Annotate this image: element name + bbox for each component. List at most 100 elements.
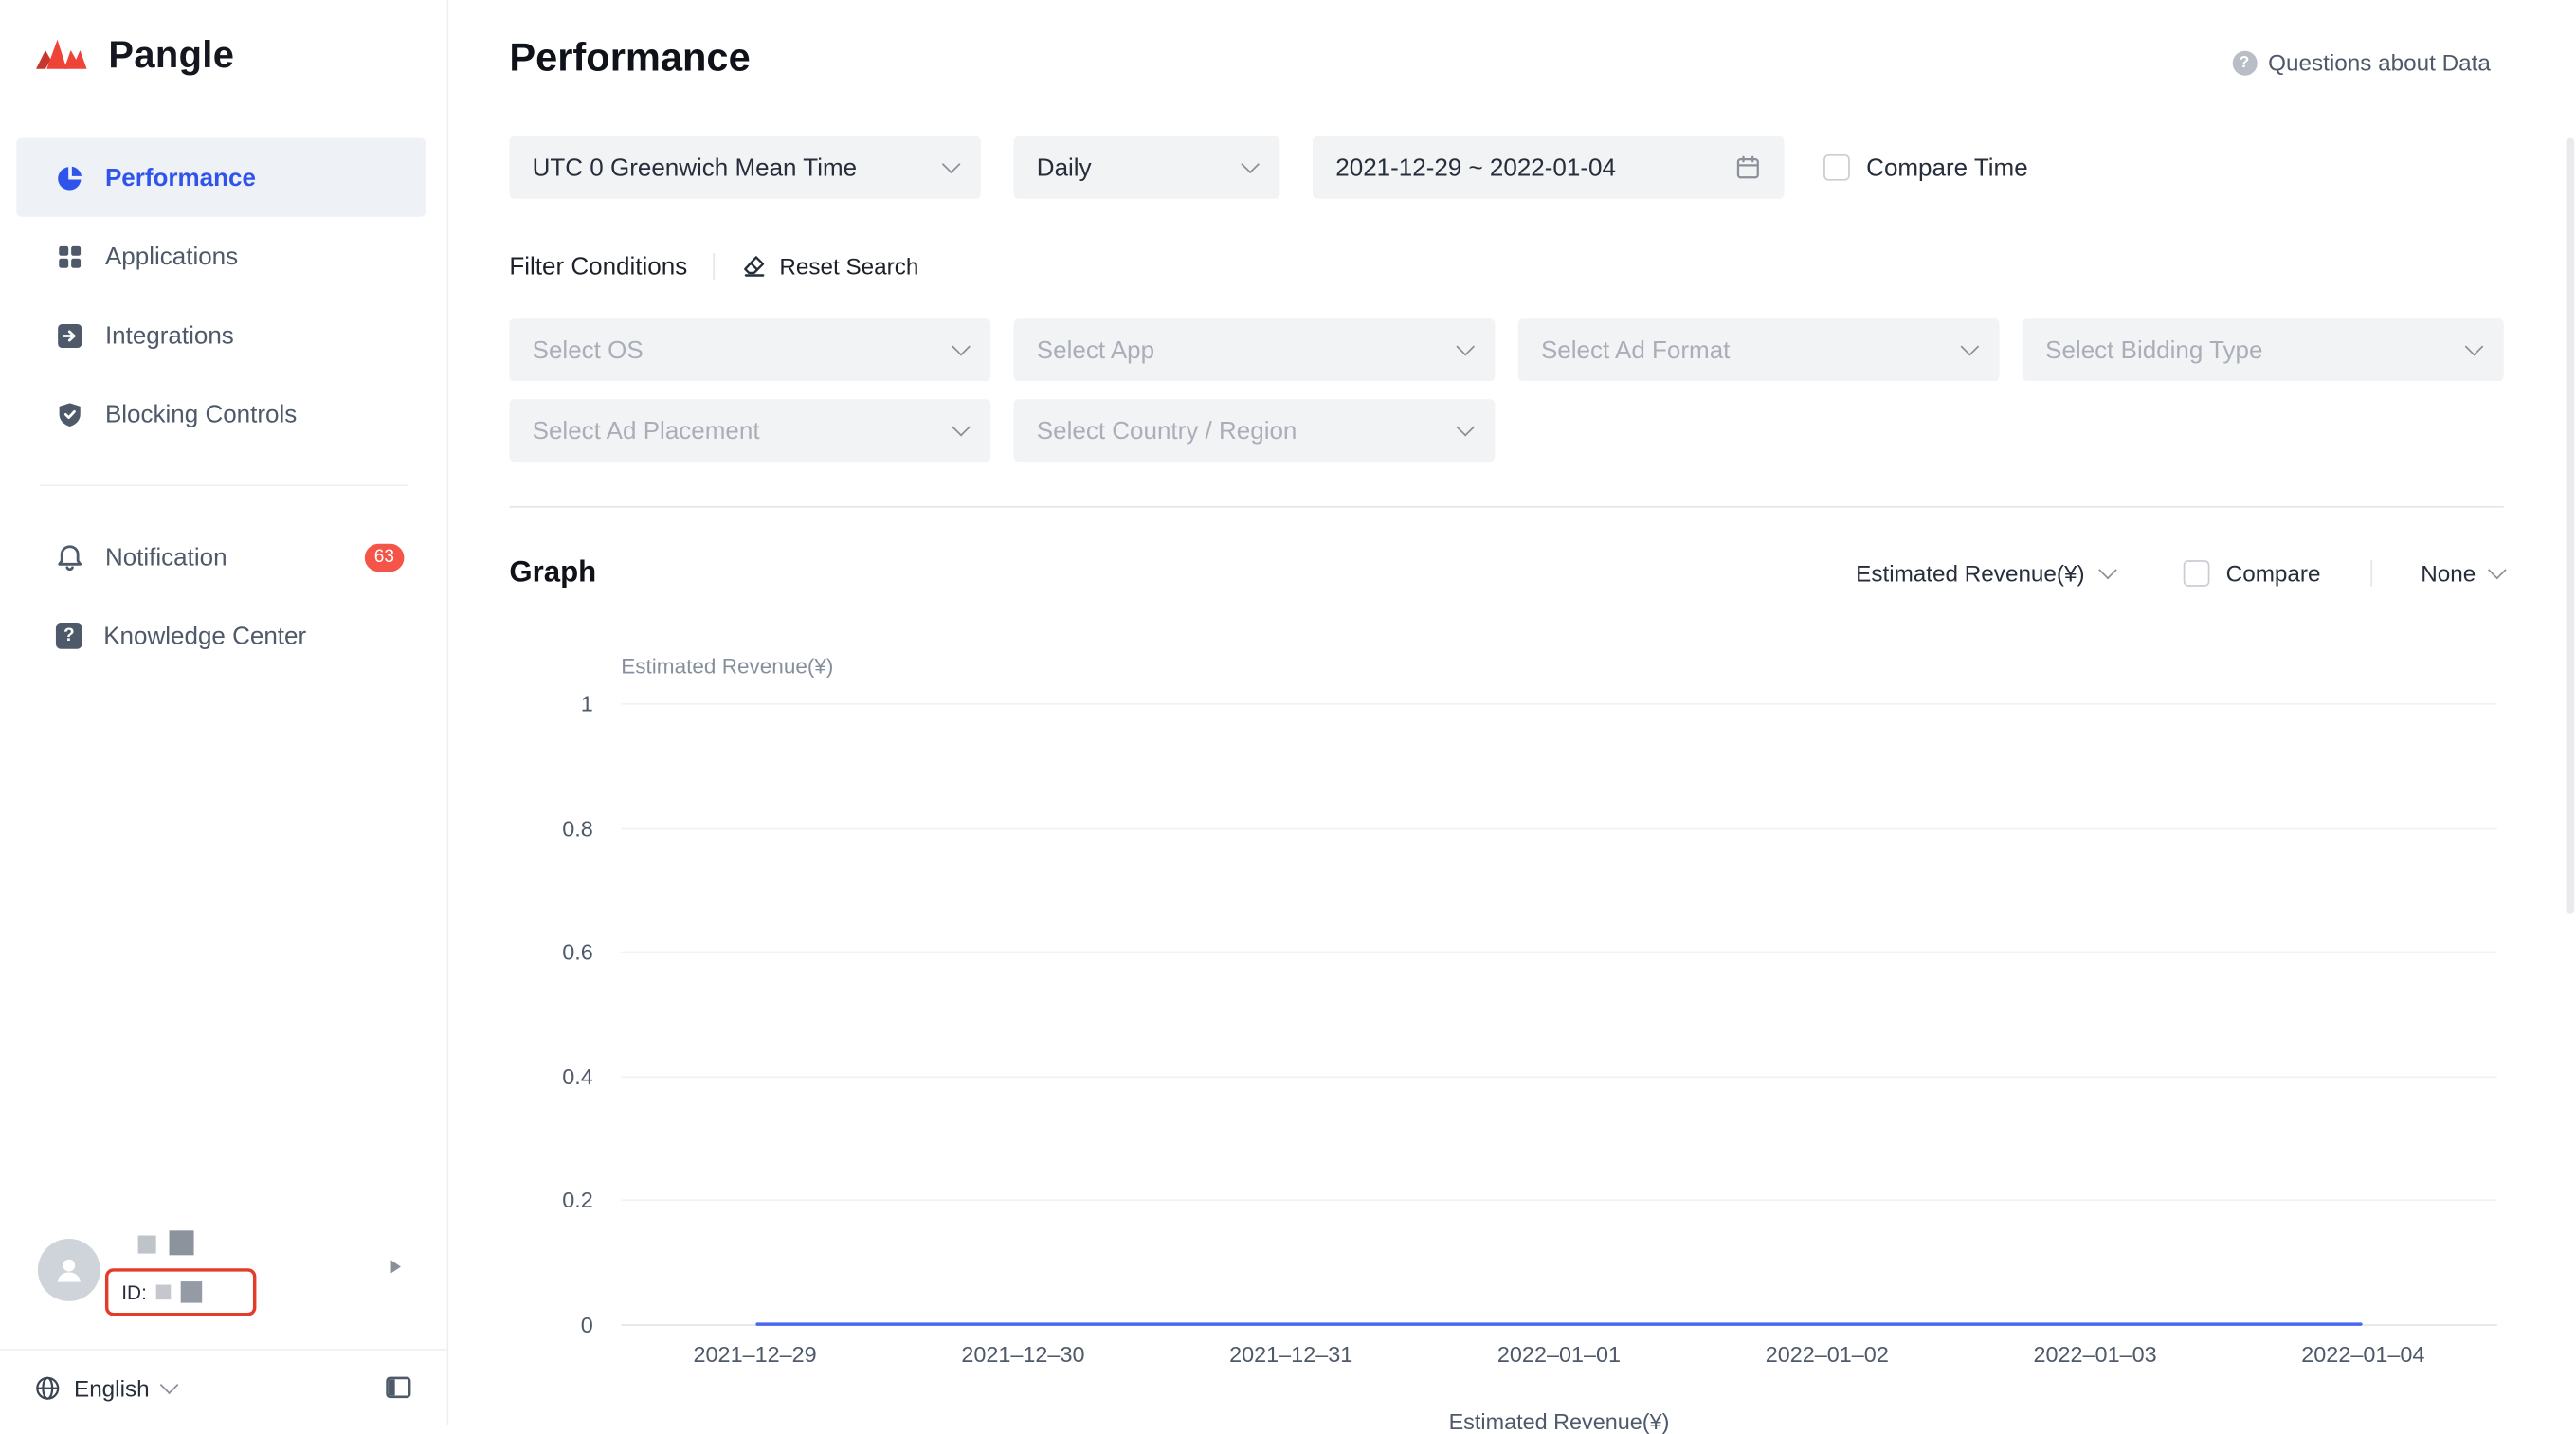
- chevron-down-icon: [952, 336, 971, 356]
- reset-search-label: Reset Search: [779, 252, 919, 280]
- compare-time-label: Compare Time: [1866, 154, 2028, 182]
- language-switcher[interactable]: English: [34, 1374, 179, 1401]
- sidebar-item-performance[interactable]: Performance: [16, 137, 426, 217]
- breakdown-select[interactable]: None: [2421, 559, 2507, 586]
- sidebar-footer: English: [0, 1349, 447, 1425]
- question-square-icon: ?: [55, 622, 82, 649]
- chart-legend: Estimated Revenue(¥): [1448, 1409, 1670, 1434]
- gridline: 0.4: [562, 1064, 2497, 1089]
- scrollbar-thumb[interactable]: [2566, 137, 2575, 914]
- questions-about-data-link[interactable]: ? Questions about Data: [2231, 49, 2491, 76]
- chevron-down-icon: [2464, 336, 2484, 356]
- pangle-logo-wordmark: Pangle: [108, 31, 235, 75]
- globe-icon: [34, 1374, 61, 1401]
- select-country-region[interactable]: Select Country / Region: [1013, 399, 1496, 463]
- select-ad-placement[interactable]: Select Ad Placement: [509, 399, 991, 463]
- chevron-down-icon: [1456, 417, 1476, 437]
- vertical-divider: [713, 252, 716, 280]
- metric-select[interactable]: Estimated Revenue(¥): [1856, 559, 2117, 586]
- date-range-value: 2021-12-29 ~ 2022-01-04: [1335, 154, 1616, 182]
- section-divider: [509, 505, 2504, 508]
- revenue-chart: Estimated Revenue(¥) 1 0.8 0.6 0.4 0.2 0…: [509, 644, 2503, 1434]
- sidebar-item-blocking-controls[interactable]: Blocking Controls: [16, 374, 426, 453]
- sidebar-item-knowledge-center[interactable]: ? Knowledge Center: [16, 596, 426, 675]
- x-tick-label: 2022–01–03: [2033, 1342, 2157, 1368]
- chevron-down-icon: [941, 154, 961, 174]
- y-tick-label: 0.8: [562, 815, 593, 841]
- apps-grid-icon: [56, 243, 83, 270]
- pangle-logo-icon: [34, 33, 93, 76]
- eraser-icon: [744, 256, 766, 277]
- timezone-select[interactable]: UTC 0 Greenwich Mean Time: [509, 136, 981, 199]
- gridline: 0.6: [562, 940, 2497, 965]
- revenue-series-line: [754, 1322, 2364, 1326]
- compare-group: Compare: [2183, 559, 2321, 586]
- x-tick-label: 2022–01–01: [1497, 1342, 1622, 1368]
- sidebar-item-applications[interactable]: Applications: [16, 217, 426, 296]
- x-tick-label: 2021–12–29: [693, 1342, 817, 1368]
- pangle-logo: Pangle: [0, 0, 446, 76]
- y-tick-label: 0.6: [562, 939, 593, 965]
- x-tick-label: 2021–12–31: [1229, 1342, 1353, 1368]
- y-tick-label: 1: [580, 691, 593, 717]
- collapse-sidebar-button[interactable]: [385, 1373, 412, 1401]
- sidebar-item-label: Performance: [104, 163, 256, 191]
- sidebar-item-label: Notification: [104, 542, 227, 572]
- chevron-down-icon: [1960, 336, 1980, 356]
- account-expand-caret-icon[interactable]: [390, 1260, 401, 1274]
- date-range-picker[interactable]: 2021-12-29 ~ 2022-01-04: [1313, 136, 1785, 199]
- language-label: English: [74, 1374, 150, 1401]
- select-app[interactable]: Select App: [1013, 318, 1496, 382]
- gridline: 0.2: [562, 1189, 2497, 1213]
- sidebar-item-label: Blocking Controls: [104, 400, 298, 428]
- chevron-down-icon: [1456, 336, 1476, 356]
- account-id-label: ID:: [121, 1280, 147, 1304]
- filter-conditions-label: Filter Conditions: [509, 252, 688, 281]
- sidebar-item-notification[interactable]: Notification 63: [16, 517, 426, 596]
- reset-search-button[interactable]: Reset Search: [741, 253, 918, 280]
- graph-title: Graph: [509, 554, 597, 589]
- select-bidding-type[interactable]: Select Bidding Type: [2022, 318, 2504, 382]
- filter-conditions-bar: Filter Conditions Reset Search: [509, 246, 918, 286]
- compare-time-checkbox[interactable]: [1823, 154, 1850, 181]
- redacted-account-id-block: [181, 1281, 203, 1303]
- page-title: Performance: [509, 36, 751, 81]
- timezone-value: UTC 0 Greenwich Mean Time: [532, 154, 858, 182]
- select-ad-format[interactable]: Select Ad Format: [1517, 318, 2000, 382]
- filter-selects-row-2: Select Ad Placement Select Country / Reg…: [509, 399, 1496, 463]
- pie-chart-icon: [56, 163, 83, 191]
- vertical-divider: [2369, 559, 2372, 586]
- chevron-down-icon: [2487, 559, 2507, 579]
- time-controls-row: UTC 0 Greenwich Mean Time Daily 2021-12-…: [509, 136, 2028, 199]
- granularity-select[interactable]: Daily: [1013, 136, 1280, 199]
- account-area[interactable]: ID:: [0, 1221, 446, 1349]
- select-bidding-type-placeholder: Select Bidding Type: [2045, 336, 2263, 364]
- question-circle-icon: ?: [2231, 49, 2257, 75]
- chart-y-axis-label: Estimated Revenue(¥): [621, 653, 834, 679]
- questions-about-data-label: Questions about Data: [2268, 49, 2491, 76]
- sidebar-nav: Performance Applications: [0, 137, 446, 676]
- x-axis-labels: 2021–12–29 2021–12–30 2021–12–31 2022–01…: [621, 1342, 2497, 1367]
- compare-label: Compare: [2225, 559, 2321, 586]
- redacted-account-id-block: [156, 1284, 172, 1300]
- bell-icon: [56, 543, 83, 571]
- chevron-down-icon: [159, 1374, 179, 1394]
- select-os-placeholder: Select OS: [532, 336, 644, 364]
- filter-selects-row-1: Select OS Select App Select Ad Format Se…: [509, 318, 2504, 382]
- sidebar-item-label: Applications: [104, 242, 239, 271]
- x-tick-label: 2022–01–02: [1765, 1342, 1889, 1368]
- select-country-region-placeholder: Select Country / Region: [1036, 416, 1297, 445]
- calendar-icon: [1734, 154, 1761, 181]
- metric-value: Estimated Revenue(¥): [1856, 559, 2085, 586]
- compare-time-group: Compare Time: [1823, 154, 2028, 182]
- compare-checkbox[interactable]: [2183, 559, 2210, 586]
- select-os[interactable]: Select OS: [509, 318, 991, 382]
- chevron-down-icon: [1241, 154, 1260, 174]
- sidebar-item-label: Knowledge Center: [103, 622, 307, 650]
- avatar[interactable]: [37, 1238, 100, 1301]
- account-id-annotation-box: ID:: [104, 1268, 257, 1316]
- sidebar-item-integrations[interactable]: Integrations: [16, 296, 426, 374]
- breakdown-value: None: [2421, 559, 2476, 586]
- chevron-down-icon: [2098, 559, 2117, 579]
